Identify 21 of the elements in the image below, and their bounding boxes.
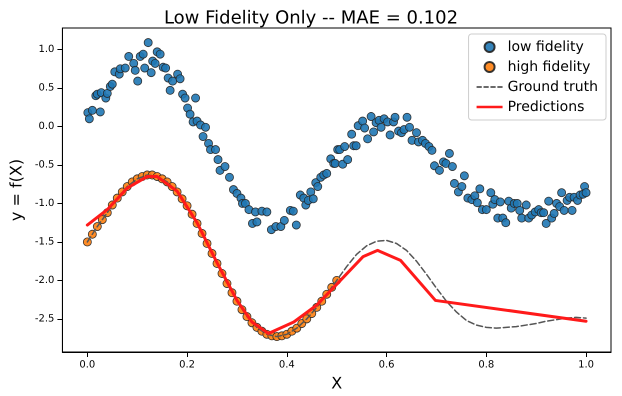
legend-label: low fidelity [508, 39, 584, 55]
y-tick-label: 0.5 [38, 82, 54, 94]
x-tick-label: 0.4 [278, 360, 295, 370]
y-tick-label: 1.0 [38, 44, 54, 56]
legend-label: Predictions [508, 99, 584, 115]
y-tick-label: -2.0 [34, 274, 54, 286]
legend-label: Ground truth [508, 79, 598, 95]
y-tick-label: -1.5 [34, 236, 54, 248]
x-tick-label: 0.2 [179, 360, 196, 370]
y-tick-label: -1.0 [34, 198, 54, 209]
x-tick-label: 0.6 [378, 360, 395, 370]
y-tick-label: -2.5 [34, 313, 54, 324]
x-tick-label: 0.0 [79, 360, 96, 370]
y-axis-title: y = f(X) [6, 158, 26, 222]
y-tick-label: -0.5 [34, 159, 54, 170]
x-tick-label: 1.0 [578, 360, 594, 370]
y-tick-label: 0.0 [38, 121, 54, 132]
x-tick-label: 0.8 [478, 360, 494, 370]
x-axis-title: X [331, 373, 342, 392]
legend-label: high fidelity [508, 59, 590, 75]
chart-title: Low Fidelity Only -- MAE = 0.102 [164, 8, 458, 28]
